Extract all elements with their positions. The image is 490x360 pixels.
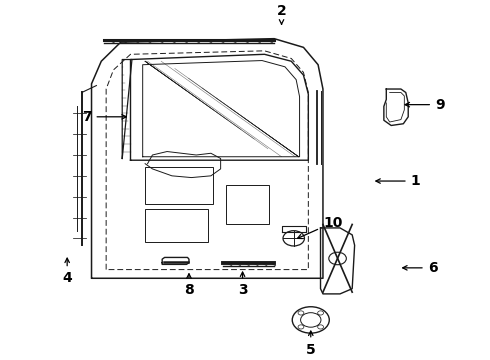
Text: 4: 4: [62, 258, 72, 285]
Text: 8: 8: [184, 274, 194, 297]
Text: 5: 5: [306, 331, 316, 356]
Text: 10: 10: [297, 216, 343, 239]
Bar: [145, 167, 213, 204]
Circle shape: [329, 252, 346, 265]
Bar: [225, 185, 270, 224]
Text: 9: 9: [405, 98, 444, 112]
Circle shape: [292, 307, 329, 333]
Text: 6: 6: [403, 261, 438, 275]
Text: 3: 3: [238, 272, 247, 297]
Text: 2: 2: [277, 4, 287, 24]
Text: 7: 7: [82, 110, 126, 124]
Circle shape: [283, 231, 304, 246]
Bar: [145, 209, 208, 242]
Text: 1: 1: [376, 174, 420, 188]
